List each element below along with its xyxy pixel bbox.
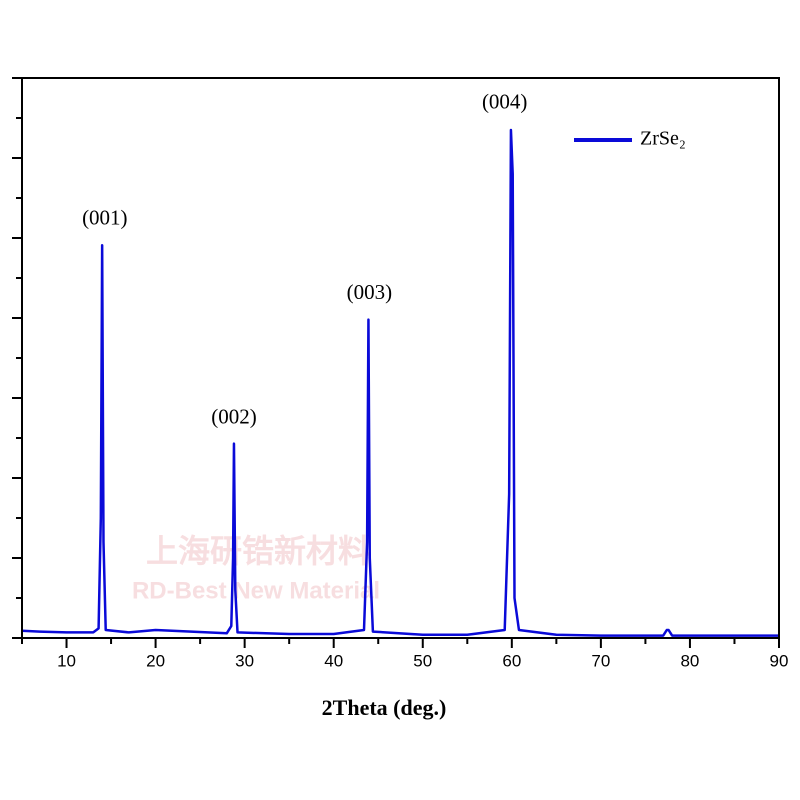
watermark: RD-Best New Material: [132, 577, 380, 604]
x-tick-label: 40: [324, 651, 343, 670]
peak-label: (004): [482, 89, 528, 113]
data-line: [21, 128, 779, 637]
x-tick-label: 50: [413, 651, 432, 670]
x-tick-label: 20: [146, 651, 165, 670]
watermark: 上海研锆新材料: [146, 532, 370, 570]
x-tick-label: 60: [502, 651, 521, 670]
x-tick-label: 80: [680, 651, 699, 670]
peak-label: (001): [82, 205, 128, 229]
x-tick-label: 70: [591, 651, 610, 670]
x-tick-label: 90: [770, 651, 789, 670]
peak-label: (003): [347, 280, 393, 304]
plot-frame: [21, 77, 780, 639]
legend-label: ZrSe₂: [640, 128, 686, 150]
x-axis-label: 2Theta (deg.): [322, 695, 447, 720]
peak-label: (002): [211, 405, 257, 429]
x-tick-label: 10: [57, 651, 76, 670]
x-tick-label: 30: [235, 651, 254, 670]
